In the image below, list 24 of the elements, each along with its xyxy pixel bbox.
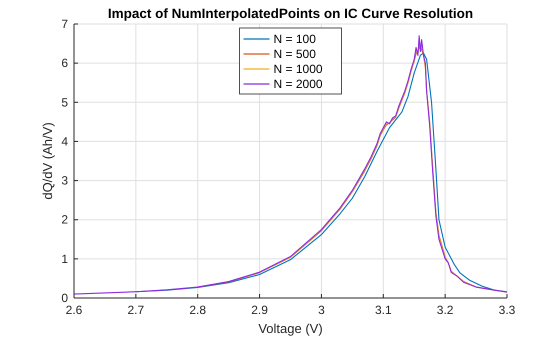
x-tick-label: 2.7 [128,303,145,317]
y-tick-label: 2 [61,212,68,227]
y-tick-label: 3 [61,174,68,188]
y-tick-label: 6 [61,56,68,70]
x-tick-label: 3.1 [374,303,392,317]
line-series [73,35,508,295]
x-tick-label: 3.3 [498,303,516,317]
y-tick-label: 0 [61,291,68,305]
x-tick-label: 3 [318,303,326,317]
x-axis-title: Voltage (V) [258,321,323,336]
y-tick-label: 4 [61,134,68,148]
x-tick-label: 3.2 [436,303,454,317]
x-tick-label: 2.6 [66,303,83,317]
legend-label: N = 1000 [274,62,323,76]
legend-label: N = 500 [274,47,316,61]
legend-label: N = 2000 [274,77,323,91]
chart-title: Impact of NumInterpolatedPoints on IC Curve Resolution [108,6,474,21]
y-tick-label: 5 [61,95,68,110]
x-tick-label: 2.8 [189,303,206,317]
y-tick-label: 1 [61,252,68,266]
x-tick-label: 2.9 [251,303,268,317]
legend-label: N = 100 [274,32,316,46]
y-axis-title: dQ/dV (Ah/V) [40,122,55,200]
y-tick-label: 7 [61,17,68,31]
